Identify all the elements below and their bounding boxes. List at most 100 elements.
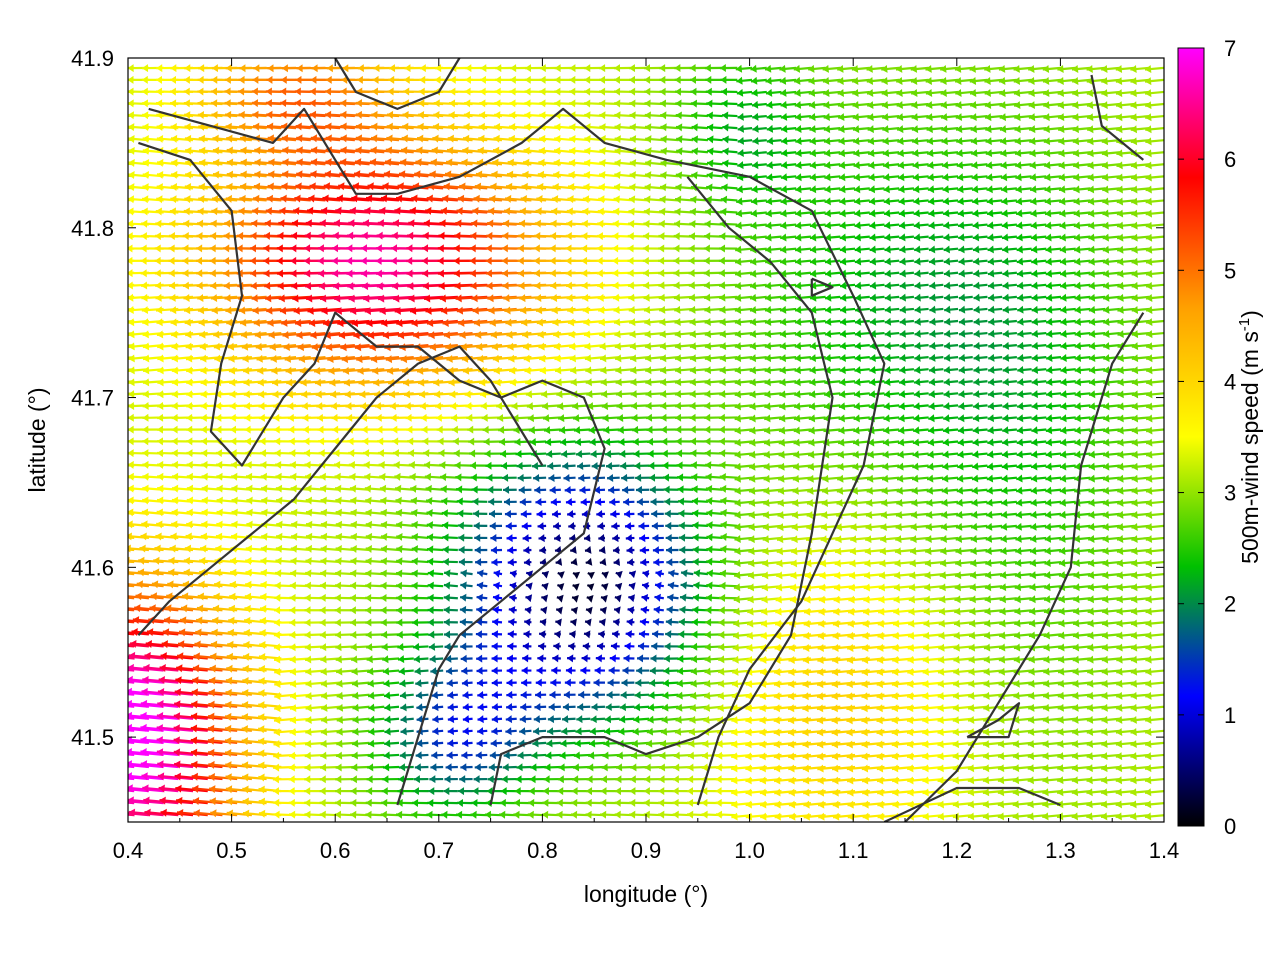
- wind-vector-head: [748, 510, 756, 519]
- wind-vector-head: [998, 740, 1005, 749]
- wind-vector-head: [760, 631, 768, 640]
- wind-vector-head: [443, 605, 450, 614]
- wind-vector-head: [156, 496, 164, 505]
- wind-vector-head: [942, 462, 949, 471]
- wind-vector-head: [606, 690, 613, 699]
- wind-vector-head: [1012, 740, 1020, 749]
- wind-vector-head: [555, 618, 562, 627]
- wind-vector-head: [676, 449, 683, 458]
- wind-vector-head: [937, 740, 944, 749]
- wind-vector-head: [542, 402, 549, 411]
- wind-vector-head: [1030, 474, 1038, 483]
- wind-vector-head: [320, 532, 328, 541]
- wind-vector-head: [334, 593, 341, 602]
- wind-vector-head: [447, 727, 455, 736]
- wind-vector-head: [274, 716, 281, 725]
- wind-vector-head: [289, 667, 297, 676]
- wind-vector-head: [516, 763, 523, 772]
- wind-vector-head: [1044, 534, 1052, 543]
- wind-vector-head: [1059, 498, 1066, 507]
- wind-vector-head: [793, 462, 800, 471]
- wind-vector-head: [622, 666, 629, 675]
- wind-vector-head: [491, 727, 498, 736]
- wind-vector-head: [607, 473, 614, 482]
- wind-vector-head: [1045, 414, 1053, 423]
- wind-vector-head: [142, 784, 149, 793]
- wind-vector-head: [200, 390, 207, 399]
- wind-vector-head: [351, 751, 358, 760]
- wind-vector-head: [260, 472, 267, 481]
- wind-vector-head: [382, 655, 389, 664]
- wind-vector-head: [272, 390, 279, 399]
- wind-vector-head: [553, 642, 560, 651]
- wind-vector-head: [475, 642, 482, 651]
- wind-vector-head: [303, 449, 311, 458]
- wind-vector-head: [957, 438, 965, 447]
- wind-vector-head: [350, 618, 357, 627]
- wind-vector-head: [499, 437, 506, 446]
- wind-vector-head: [570, 618, 577, 627]
- wind-vector-head: [1102, 510, 1110, 519]
- wind-vector-head: [846, 692, 853, 701]
- wind-vector-head: [883, 402, 891, 411]
- wind-vector-head: [215, 544, 222, 553]
- wind-vector-head: [581, 654, 588, 663]
- wind-vector-head: [893, 595, 900, 604]
- wind-vector-head: [157, 700, 164, 708]
- wind-vector-head: [455, 810, 463, 819]
- wind-vector-head: [614, 594, 622, 603]
- wind-vector-head: [661, 715, 668, 724]
- wind-vector-head: [1117, 486, 1124, 495]
- wind-vector-head: [734, 486, 741, 495]
- wind-vector-head: [957, 450, 964, 459]
- wind-vector-head: [289, 704, 297, 713]
- wind-vector-head: [861, 692, 868, 701]
- wind-vector-head: [704, 449, 711, 458]
- wind-vector-head: [245, 557, 252, 565]
- wind-vector-head: [773, 728, 781, 737]
- wind-vector-head: [201, 484, 208, 493]
- wind-vector-head: [1060, 414, 1067, 423]
- wind-vector-head: [831, 740, 839, 749]
- wind-vector-head: [717, 703, 724, 712]
- wind-vector-head: [774, 643, 781, 652]
- wind-vector-head: [879, 547, 887, 556]
- wind-vector-head: [335, 557, 342, 566]
- wind-vector-head: [113, 437, 119, 445]
- wind-vector-head: [1101, 643, 1109, 652]
- wind-vector-head: [261, 532, 268, 541]
- wind-vector-head: [365, 798, 372, 807]
- wind-vector-head: [877, 800, 884, 809]
- wind-vector-head: [559, 426, 566, 435]
- wind-vector-head: [1087, 631, 1094, 640]
- wind-vector-head: [969, 619, 976, 628]
- wind-vector-head: [157, 472, 164, 481]
- wind-vector-head: [431, 739, 439, 748]
- wind-vector-head: [882, 438, 890, 447]
- wind-vector-head: [763, 498, 770, 507]
- wind-vector-head: [173, 736, 180, 745]
- wind-vector-head: [832, 631, 839, 640]
- wind-vector-head: [1145, 498, 1153, 507]
- wind-vector-head: [706, 497, 713, 505]
- wind-vector-head: [621, 678, 628, 687]
- wind-vector-head: [591, 462, 598, 470]
- wind-vector-head: [380, 593, 387, 602]
- wind-vector-head: [426, 496, 433, 505]
- wind-vector-head: [394, 484, 402, 493]
- wind-vector-head: [350, 581, 357, 590]
- wind-vector-head: [491, 642, 498, 651]
- wind-vector-head: [618, 727, 625, 736]
- wind-vector-head: [216, 484, 223, 493]
- wind-vector-head: [704, 679, 711, 688]
- wind-vector-head: [808, 426, 815, 435]
- wind-vector-head: [572, 763, 580, 772]
- wind-vector-head: [794, 402, 801, 411]
- wind-vector-head: [491, 558, 498, 567]
- wind-vector-head: [289, 655, 296, 664]
- wind-vector-head: [720, 533, 727, 541]
- wind-vector-head: [987, 450, 994, 459]
- wind-vector-head: [245, 580, 252, 589]
- wind-vector-head: [348, 449, 355, 458]
- wind-vector-head: [320, 763, 327, 772]
